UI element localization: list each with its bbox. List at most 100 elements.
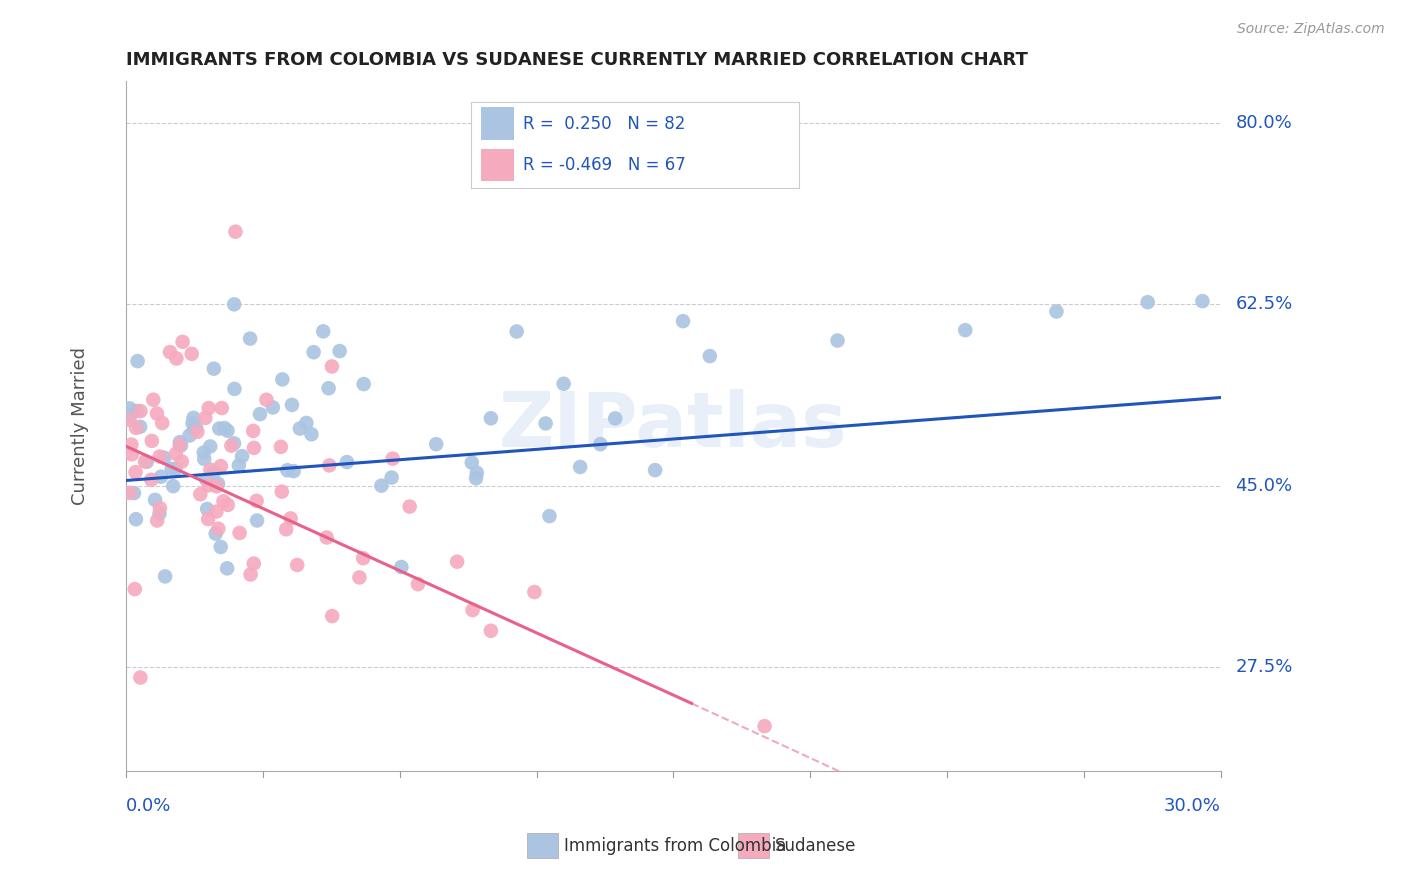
Point [288, 421, 311, 435]
Point [479, 411, 502, 425]
Point [336, 455, 359, 469]
Point [170, 454, 193, 468]
Text: Currently Married: Currently Married [72, 347, 89, 505]
Point [169, 438, 191, 452]
Text: 62.5%: 62.5% [1236, 295, 1292, 313]
Point [446, 555, 468, 569]
Point [318, 458, 340, 473]
Point [197, 401, 219, 416]
Point [129, 671, 152, 685]
Point [134, 454, 156, 468]
Point [754, 719, 776, 733]
Point [143, 492, 166, 507]
Point [318, 381, 340, 395]
Point [425, 437, 447, 451]
Point [281, 398, 304, 412]
Point [211, 401, 233, 415]
Point [295, 416, 318, 430]
Point [120, 437, 142, 451]
Point [221, 439, 243, 453]
Point [153, 450, 176, 465]
Point [270, 440, 292, 454]
Point [239, 567, 262, 582]
Point [149, 501, 172, 516]
Point [160, 462, 183, 476]
Point [523, 585, 546, 599]
Point [125, 404, 148, 418]
Point [208, 421, 231, 435]
Point [118, 401, 141, 416]
Text: 30.0%: 30.0% [1164, 797, 1220, 814]
Point [183, 422, 205, 436]
Text: Sudanese: Sudanese [775, 837, 856, 855]
Point [246, 514, 269, 528]
Point [699, 349, 721, 363]
Point [243, 441, 266, 455]
Point [214, 421, 236, 435]
Text: IMMIGRANTS FROM COLOMBIA VS SUDANESE CURRENTLY MARRIED CORRELATION CHART: IMMIGRANTS FROM COLOMBIA VS SUDANESE CUR… [127, 51, 1028, 69]
Point [217, 498, 239, 512]
Point [224, 297, 246, 311]
Text: ZIPatlas: ZIPatlas [499, 389, 848, 463]
Point [202, 361, 225, 376]
Point [217, 424, 239, 438]
Point [398, 500, 420, 514]
Point [270, 484, 292, 499]
Point [553, 376, 575, 391]
Point [249, 407, 271, 421]
Text: 80.0%: 80.0% [1236, 114, 1292, 132]
Point [179, 428, 201, 442]
Point [321, 359, 343, 374]
Point [589, 437, 612, 451]
Point [141, 434, 163, 448]
Point [955, 323, 977, 337]
Point [170, 438, 193, 452]
Point [125, 512, 148, 526]
Text: Source: ZipAtlas.com: Source: ZipAtlas.com [1237, 22, 1385, 37]
Point [142, 392, 165, 407]
Point [329, 344, 352, 359]
Point [188, 487, 211, 501]
Point [302, 345, 325, 359]
Point [1045, 304, 1067, 318]
Point [644, 463, 666, 477]
Point [197, 478, 219, 492]
Text: 45.0%: 45.0% [1236, 476, 1292, 495]
Point [165, 351, 187, 366]
Point [222, 436, 245, 450]
Point [193, 445, 215, 459]
Point [353, 377, 375, 392]
Point [202, 465, 225, 479]
Point [262, 401, 284, 415]
Point [129, 404, 152, 418]
Point [146, 514, 169, 528]
Point [389, 560, 412, 574]
Point [239, 332, 262, 346]
Point [121, 447, 143, 461]
Point [162, 479, 184, 493]
Point [479, 624, 502, 638]
Point [193, 452, 215, 467]
Point [200, 463, 222, 477]
Point [505, 325, 527, 339]
Point [217, 561, 239, 575]
Point [207, 476, 229, 491]
Point [271, 372, 294, 386]
Point [280, 511, 302, 525]
Point [1136, 295, 1159, 310]
Point [276, 522, 298, 536]
Point [370, 478, 392, 492]
Point [209, 540, 232, 554]
Point [283, 464, 305, 478]
Text: 27.5%: 27.5% [1236, 658, 1292, 676]
Point [205, 505, 228, 519]
Point [381, 470, 404, 484]
Point [194, 411, 217, 425]
Point [538, 509, 561, 524]
Point [406, 577, 429, 591]
Point [465, 466, 488, 480]
Point [159, 345, 181, 359]
Point [148, 507, 170, 521]
Point [461, 456, 484, 470]
Point [1191, 294, 1213, 309]
